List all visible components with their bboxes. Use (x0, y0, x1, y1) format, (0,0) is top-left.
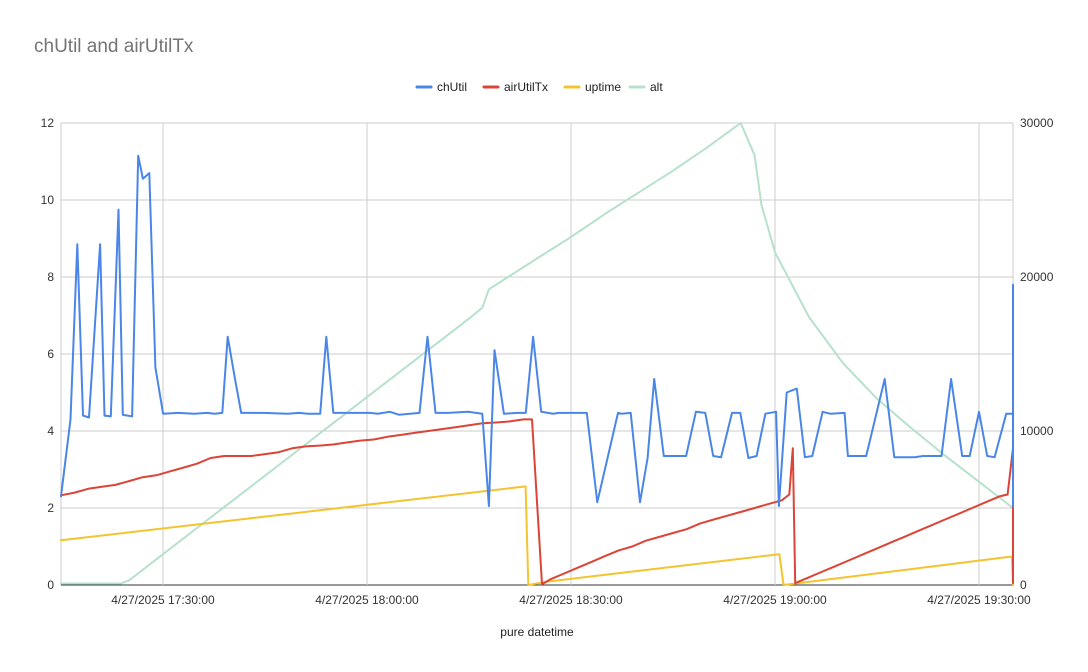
y-right-tick-label: 10000 (1020, 424, 1054, 438)
chart-title: chUtil and airUtilTx (34, 36, 194, 57)
x-axis-title: pure datetime (500, 625, 574, 639)
x-tick-label: 4/27/2025 19:30:00 (927, 593, 1031, 607)
legend-item-airutiltx: airUtilTx (482, 80, 548, 94)
y-left-tick-label: 0 (47, 578, 54, 592)
legend-label: uptime (585, 80, 621, 94)
left-axis-ticks: 0 2 4 6 8 10 12 (41, 116, 55, 592)
y-right-tick-label: 0 (1020, 578, 1027, 592)
right-axis-ticks: 0 10000 20000 30000 (1020, 116, 1054, 592)
x-tick-label: 4/27/2025 19:00:00 (723, 593, 827, 607)
y-right-tick-label: 20000 (1020, 270, 1054, 284)
x-tick-label: 4/27/2025 18:30:00 (519, 593, 623, 607)
y-left-tick-label: 8 (47, 270, 54, 284)
series-layer (60, 122, 1014, 586)
y-left-tick-label: 2 (47, 501, 54, 515)
x-axis-ticks: 4/27/2025 17:30:00 4/27/2025 18:00:00 4/27… (111, 593, 1031, 607)
gridlines (60, 122, 1014, 586)
legend-label: chUtil (437, 80, 467, 94)
x-tick-label: 4/27/2025 17:30:00 (111, 593, 215, 607)
x-tick-label: 4/27/2025 18:00:00 (315, 593, 419, 607)
legend-item-uptime: uptime (563, 80, 621, 94)
series-line-airutiltx (60, 418, 1014, 586)
y-left-tick-label: 6 (47, 347, 54, 361)
legend-item-chutil: chUtil (415, 80, 467, 94)
y-left-tick-label: 4 (47, 424, 54, 438)
legend-label: alt (650, 80, 663, 94)
series-line-alt (60, 122, 1014, 585)
series-line-chutil (60, 154, 1014, 508)
legend-item-alt: alt (628, 80, 663, 94)
y-left-tick-label: 12 (41, 116, 55, 130)
y-left-tick-label: 10 (41, 193, 55, 207)
legend-label: airUtilTx (504, 80, 548, 94)
legend: chUtil airUtilTx uptime alt (415, 80, 663, 94)
y-right-tick-label: 30000 (1020, 116, 1054, 130)
